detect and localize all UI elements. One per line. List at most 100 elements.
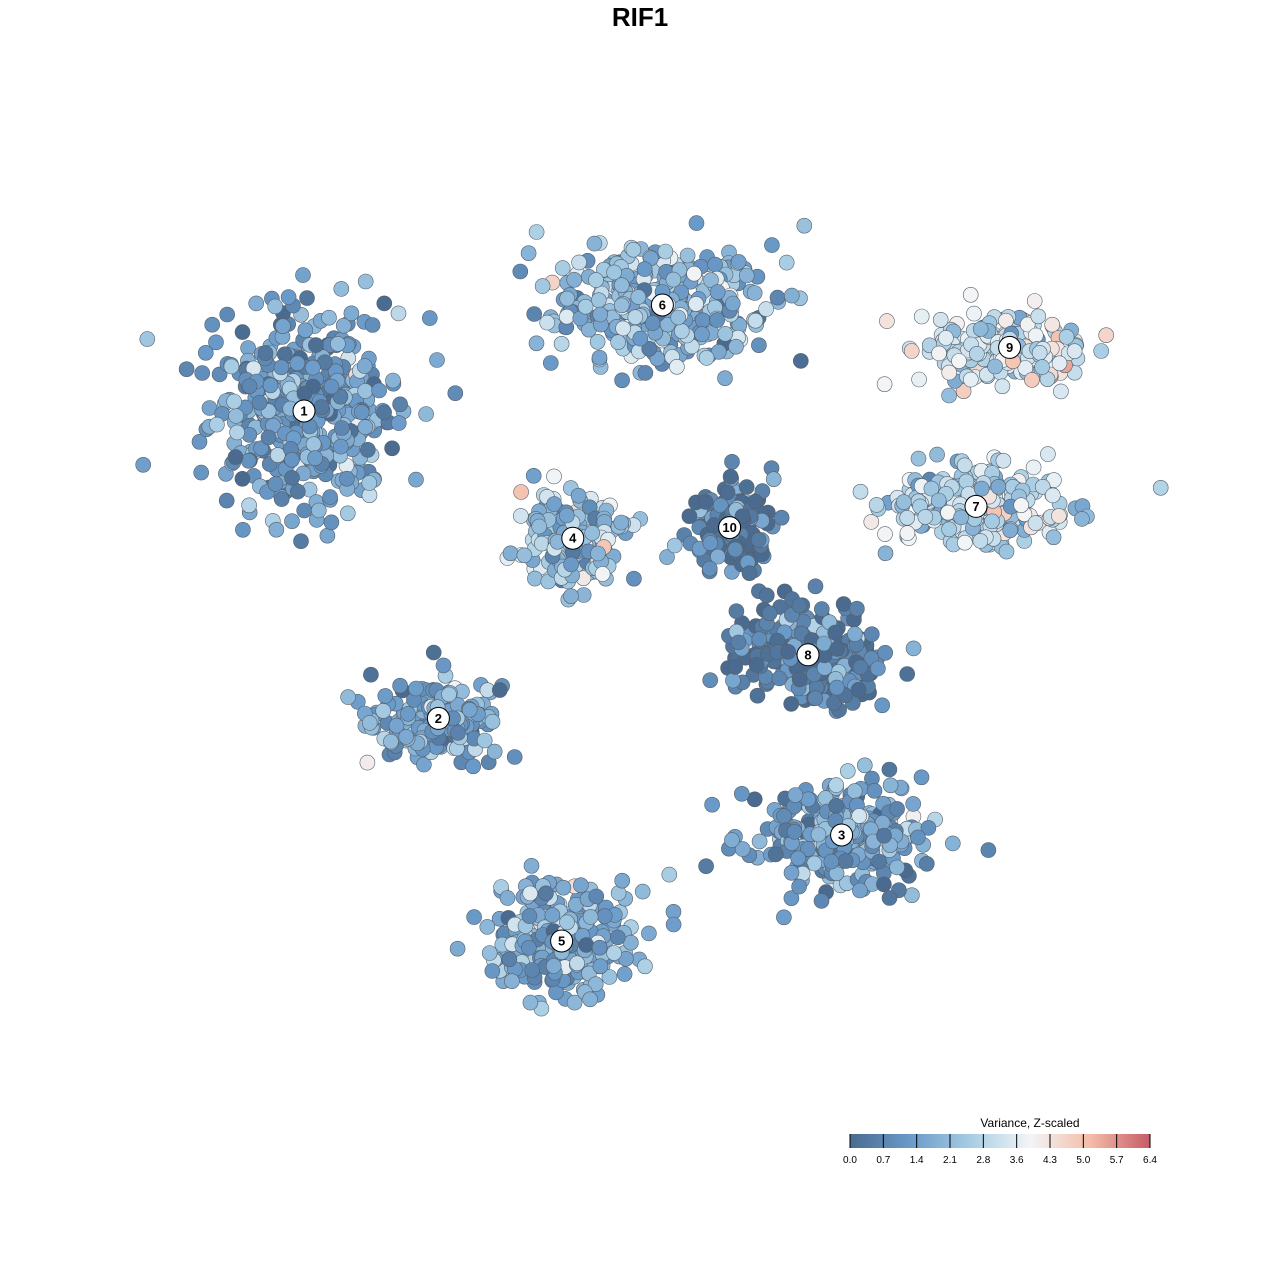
cell-point (911, 371, 927, 388)
cell-point (297, 322, 314, 339)
cell-point (528, 335, 545, 352)
cell-point (636, 261, 653, 277)
cell-point (587, 976, 604, 993)
cell-point (644, 315, 661, 331)
cell-point (899, 666, 916, 682)
cell-point (486, 743, 503, 760)
cell-point (905, 640, 922, 657)
cell-point (361, 475, 378, 491)
cell-point (610, 334, 626, 351)
cell-point (765, 471, 782, 488)
cell-point (876, 376, 893, 393)
cell-point (388, 717, 405, 734)
cell-point (863, 514, 880, 530)
cell-point (866, 782, 883, 799)
cluster-label-circle (998, 335, 1022, 359)
cell-point (810, 826, 827, 843)
cell-point (525, 467, 542, 484)
cell-point (889, 801, 905, 817)
cell-point (416, 756, 432, 773)
cell-point (429, 352, 445, 368)
cell-point (634, 883, 651, 900)
cell-point (613, 297, 630, 314)
cell-point (877, 545, 894, 562)
cell-point (359, 754, 376, 771)
cell-point (578, 937, 595, 953)
cell-point (276, 346, 293, 363)
cell-point (614, 872, 631, 889)
cell-point (289, 483, 306, 500)
cluster-labels: 1 2 3 4 5 6 7 8 9 10 (292, 293, 1022, 953)
cell-point (823, 853, 840, 870)
cell-point (837, 853, 854, 869)
cell-point (573, 877, 589, 894)
cell-point (476, 732, 493, 749)
cell-point (637, 958, 653, 975)
cluster-label-8: 8 (796, 643, 820, 667)
cell-point (491, 682, 508, 698)
cell-point (1053, 383, 1069, 400)
cell-point (466, 909, 482, 925)
cell-point (295, 267, 311, 283)
cell-point (990, 478, 1007, 495)
cell-point (340, 689, 356, 705)
cell-point (609, 929, 626, 946)
legend-colorbar (850, 1134, 1150, 1148)
cell-point (521, 939, 537, 956)
cell-point (870, 660, 886, 677)
cell-point (826, 695, 842, 711)
cell-point (284, 513, 300, 530)
cell-point (570, 487, 587, 504)
cell-point (792, 353, 809, 369)
cell-point (566, 994, 583, 1011)
cell-point (881, 890, 898, 906)
cell-point (938, 330, 954, 346)
cell-point (852, 483, 869, 500)
cell-point (637, 365, 654, 381)
cell-point (913, 769, 930, 786)
cell-point (590, 292, 607, 309)
cell-point (931, 345, 947, 362)
cell-point (780, 643, 797, 660)
cell-point (747, 493, 764, 510)
cell-point (1093, 343, 1109, 359)
cell-point (418, 406, 434, 422)
cell-point (940, 504, 956, 521)
color-legend: Variance, Z-scaled 0.0 0.7 1.4 2.1 2.8 3.6 4.3… (843, 1116, 1157, 1166)
cell-point (626, 570, 642, 587)
cell-point (512, 508, 529, 524)
legend-tick-label: 6.4 (1143, 1155, 1157, 1166)
cell-point (191, 433, 208, 450)
cell-point (590, 545, 606, 562)
cluster-label-circle (292, 399, 316, 423)
cell-point (852, 882, 868, 899)
cell-point (359, 441, 376, 458)
cell-point (332, 388, 349, 405)
cell-point (273, 491, 290, 507)
cell-point (724, 832, 740, 848)
cell-point (1051, 355, 1068, 372)
cell-point (435, 657, 452, 674)
cell-point (994, 378, 1011, 395)
cell-point (353, 404, 370, 421)
cell-point (577, 298, 594, 315)
cell-point (910, 450, 927, 467)
cell-point (783, 287, 800, 304)
cell-point (1045, 529, 1062, 546)
cell-point (209, 416, 225, 433)
cell-point (304, 359, 321, 376)
cluster-label-circle (561, 526, 585, 550)
cell-point (881, 761, 898, 778)
cell-point (776, 909, 792, 926)
cell-point (257, 345, 274, 361)
cell-point (923, 480, 940, 497)
cell-point (357, 419, 374, 435)
chart-title: RIF1 (612, 2, 668, 32)
cell-point (542, 355, 559, 371)
cell-point (951, 353, 967, 369)
cell-point (702, 672, 719, 689)
cell-point (1044, 316, 1060, 333)
cell-point (335, 317, 352, 334)
cell-point (786, 823, 803, 840)
